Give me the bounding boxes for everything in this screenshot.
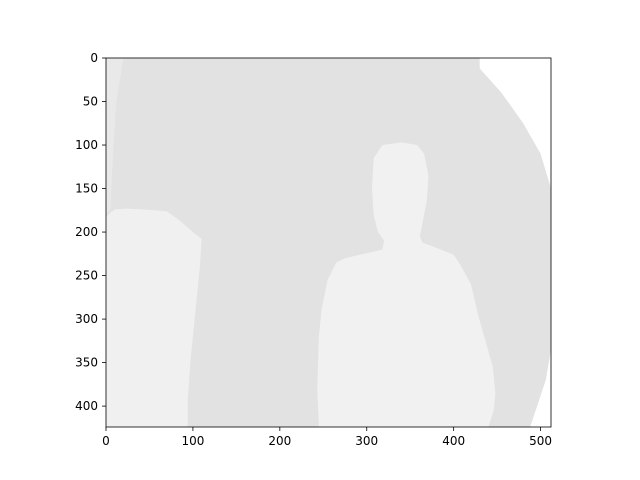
y-tick-label: 400	[75, 399, 98, 413]
x-tick-label: 100	[181, 434, 204, 448]
x-tick-label: 0	[102, 434, 110, 448]
region-bottom-right-noise	[530, 349, 551, 427]
y-tick-label: 350	[75, 356, 98, 370]
y-tick-label: 200	[75, 225, 98, 239]
depth-image	[106, 58, 551, 427]
region-top-right-noise	[479, 58, 551, 189]
y-tick-label: 100	[75, 138, 98, 152]
y-tick-label: 250	[75, 269, 98, 283]
y-axis: 0 50 100 150 200 250 300 350 400	[75, 51, 106, 413]
x-tick-label: 500	[529, 434, 552, 448]
y-tick-label: 300	[75, 312, 98, 326]
x-tick-label: 400	[442, 434, 465, 448]
region-left-edge-strip	[106, 58, 124, 215]
y-tick-label: 0	[90, 51, 98, 65]
region-person	[317, 142, 496, 427]
plot-frame	[105, 57, 552, 428]
y-tick-label: 150	[75, 182, 98, 196]
x-tick-label: 300	[355, 434, 378, 448]
y-tick-label: 50	[83, 95, 98, 109]
x-tick-label: 200	[268, 434, 291, 448]
region-left-object	[106, 208, 202, 427]
x-axis: 0 100 200 300 400 500	[102, 427, 552, 448]
